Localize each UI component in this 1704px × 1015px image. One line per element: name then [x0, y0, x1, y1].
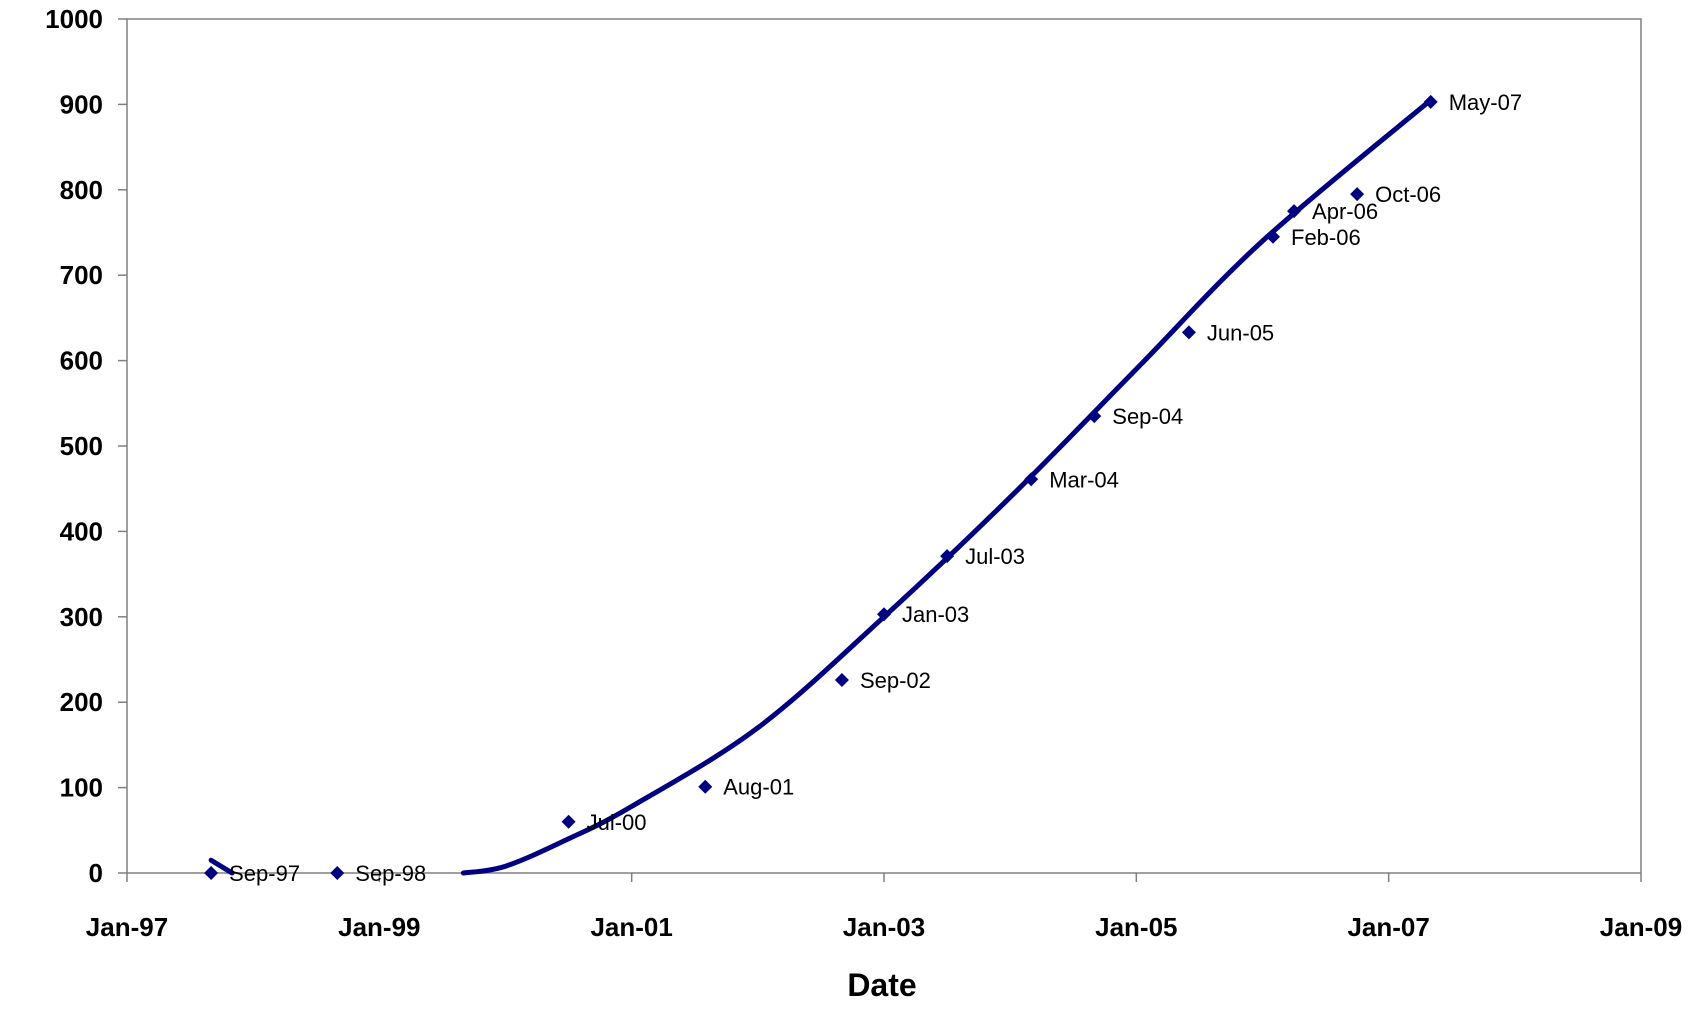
x-tick-label: Jan-01 [590, 912, 672, 942]
x-tick-label: Jan-97 [86, 912, 168, 942]
plot-area-border [126, 18, 1642, 874]
y-tick-label: 0 [89, 858, 103, 888]
data-label: Sep-97 [229, 861, 300, 886]
data-point [1087, 409, 1102, 424]
data-label: Mar-04 [1049, 467, 1119, 492]
trendline-group [208, 97, 1434, 876]
y-tick-label: 100 [60, 773, 103, 803]
x-tick-label: Jan-09 [1600, 912, 1682, 942]
data-labels: Sep-97 Sep-98 Jul-00 Aug-01 Sep-02 Jan-03 Jul-… [229, 90, 1522, 886]
y-tick-label: 600 [60, 346, 103, 376]
data-point [877, 607, 891, 622]
data-point [204, 866, 219, 880]
data-point [940, 549, 955, 564]
y-tick-label: 900 [60, 89, 103, 119]
y-tick-label: 400 [60, 516, 103, 546]
data-point [330, 866, 345, 880]
data-label: May-07 [1449, 90, 1522, 115]
data-point [1024, 472, 1039, 487]
y-tick-label: 800 [60, 175, 103, 205]
x-tick-label: Jan-05 [1095, 912, 1177, 942]
data-label: Sep-98 [355, 861, 426, 886]
data-label: Jul-03 [965, 544, 1025, 569]
data-points [204, 94, 1438, 880]
y-tick-label: 700 [60, 260, 103, 290]
trendline-start [208, 857, 235, 876]
axes: 0 100 200 300 400 500 600 700 800 900 1000 Jan-97 Ja… [45, 4, 1682, 942]
y-tick-label: 300 [60, 602, 103, 632]
data-point [1181, 325, 1196, 340]
data-point [1266, 229, 1281, 244]
x-axis-title: Date [847, 967, 916, 1003]
data-label: Oct-06 [1375, 182, 1441, 207]
data-label: Aug-01 [723, 775, 794, 800]
data-label: Sep-02 [860, 668, 931, 693]
data-label: Feb-06 [1291, 225, 1361, 250]
data-label: Jan-03 [902, 602, 969, 627]
data-label: Sep-04 [1112, 404, 1183, 429]
data-label: Jul-00 [587, 810, 647, 835]
y-tick-label: 500 [60, 431, 103, 461]
data-point [1350, 187, 1365, 202]
x-tick-label: Jan-99 [338, 912, 420, 942]
x-tick-label: Jan-03 [843, 912, 925, 942]
trendline [460, 97, 1434, 876]
data-point [1287, 204, 1302, 219]
data-point [698, 779, 713, 794]
data-point [1423, 94, 1438, 109]
data-label: Apr-06 [1312, 199, 1378, 224]
y-tick-label: 200 [60, 687, 103, 717]
data-point [834, 672, 849, 687]
x-tick-label: Jan-07 [1347, 912, 1429, 942]
y-tick-label: 1000 [45, 4, 103, 34]
data-point [561, 814, 576, 829]
data-label: Jun-05 [1207, 320, 1274, 345]
